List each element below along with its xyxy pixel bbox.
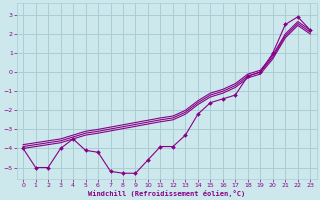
X-axis label: Windchill (Refroidissement éolien,°C): Windchill (Refroidissement éolien,°C) <box>88 190 245 197</box>
